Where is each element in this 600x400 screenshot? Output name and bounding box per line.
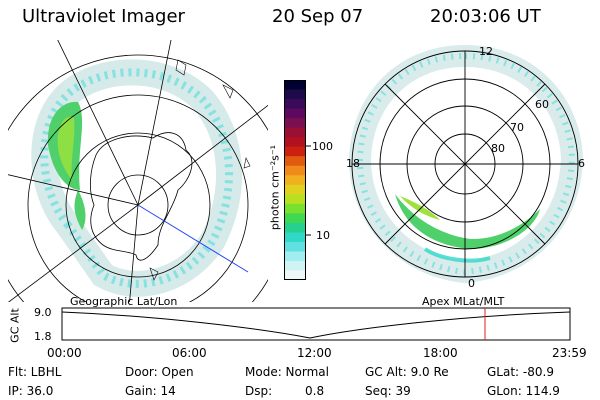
timeline-plot: [61, 307, 571, 341]
mlat-label-70: 70: [510, 121, 524, 134]
colorbar-swatch: [284, 241, 306, 253]
satellite-track: [137, 204, 249, 273]
image-time: 20:03:06 UT: [430, 6, 541, 27]
mlat-label-60: 60: [535, 98, 549, 111]
timeline-ytick-bottom: 1.8: [34, 330, 52, 343]
aurora-oval-left: [31, 59, 242, 297]
colorbar-swatch: [284, 118, 306, 129]
colorbar-swatch: [284, 80, 306, 91]
timeline-xtick-1800: 18:00: [423, 346, 458, 360]
info-ip: IP: 36.0: [8, 384, 54, 398]
timeline-xtick-0600: 06:00: [172, 346, 207, 360]
colorbar-ticks: [306, 145, 311, 236]
geographic-map: [8, 40, 268, 302]
continent-outline: [90, 132, 193, 261]
timeline-xtick-0000: 00:00: [47, 346, 82, 360]
colorbar-swatch: [284, 260, 306, 272]
info-door: Door: Open: [125, 365, 194, 379]
image-date: 20 Sep 07: [272, 6, 364, 27]
mlat-label-80: 80: [491, 142, 505, 155]
info-dsp-value: 0.8: [305, 384, 325, 398]
info-glon: GLon: 114.9: [487, 384, 560, 398]
colorbar-swatch: [284, 89, 306, 100]
info-mode: Mode: Normal: [245, 365, 329, 379]
colorbar-label: photon cm⁻²s⁻¹: [268, 144, 282, 231]
colorbar-tick-10: 10: [316, 229, 330, 242]
timeline-xtick-1200: 12:00: [297, 346, 332, 360]
info-glat: GLat: -80.9: [487, 365, 554, 379]
info-gc-alt: GC Alt: 9.0 Re: [365, 365, 449, 379]
colorbar-swatch: [284, 127, 306, 138]
timeline-axis-label: GC Alt: [8, 308, 22, 343]
colorbar-swatch: [284, 251, 306, 262]
app-title: Ultraviolet Imager: [22, 6, 185, 27]
colorbar: [284, 80, 306, 280]
colorbar-tick-100: 100: [312, 140, 333, 153]
colorbar-swatch: [284, 146, 306, 157]
colorbar-border: [284, 80, 306, 280]
info-flt: Flt: LBHL: [8, 365, 62, 379]
mlt-label-6: 6: [578, 157, 585, 170]
timeline-ytick-top: 9.0: [34, 306, 52, 319]
mlt-label-18: 18: [346, 157, 360, 170]
colorbar-swatch: [284, 156, 306, 167]
colorbar-swatch: [284, 137, 306, 148]
info-gain: Gain: 14: [125, 384, 176, 398]
mlt-label-0: 0: [468, 277, 475, 290]
left-map-caption: Geographic Lat/Lon: [70, 295, 178, 308]
colorbar-swatch: [284, 203, 306, 214]
mlt-label-12: 12: [479, 45, 493, 58]
colorbar-swatch: [284, 184, 306, 195]
info-dsp-label: Dsp:: [245, 384, 273, 398]
colorbar-swatch: [284, 108, 306, 119]
colorbar-swatch: [284, 270, 306, 280]
info-seq: Seq: 39: [365, 384, 411, 398]
colorbar-swatch: [284, 165, 306, 176]
timeline-xtick-2359: 23:59: [552, 346, 587, 360]
colorbar-swatch: [284, 232, 306, 243]
magnetic-map: [348, 44, 584, 284]
colorbar-swatch: [284, 213, 306, 224]
colorbar-swatch: [284, 99, 306, 110]
colorbar-swatch: [284, 194, 306, 205]
right-map-caption: Apex MLat/MLT: [422, 295, 505, 308]
colorbar-swatch: [284, 175, 306, 186]
colorbar-swatch: [284, 222, 306, 233]
